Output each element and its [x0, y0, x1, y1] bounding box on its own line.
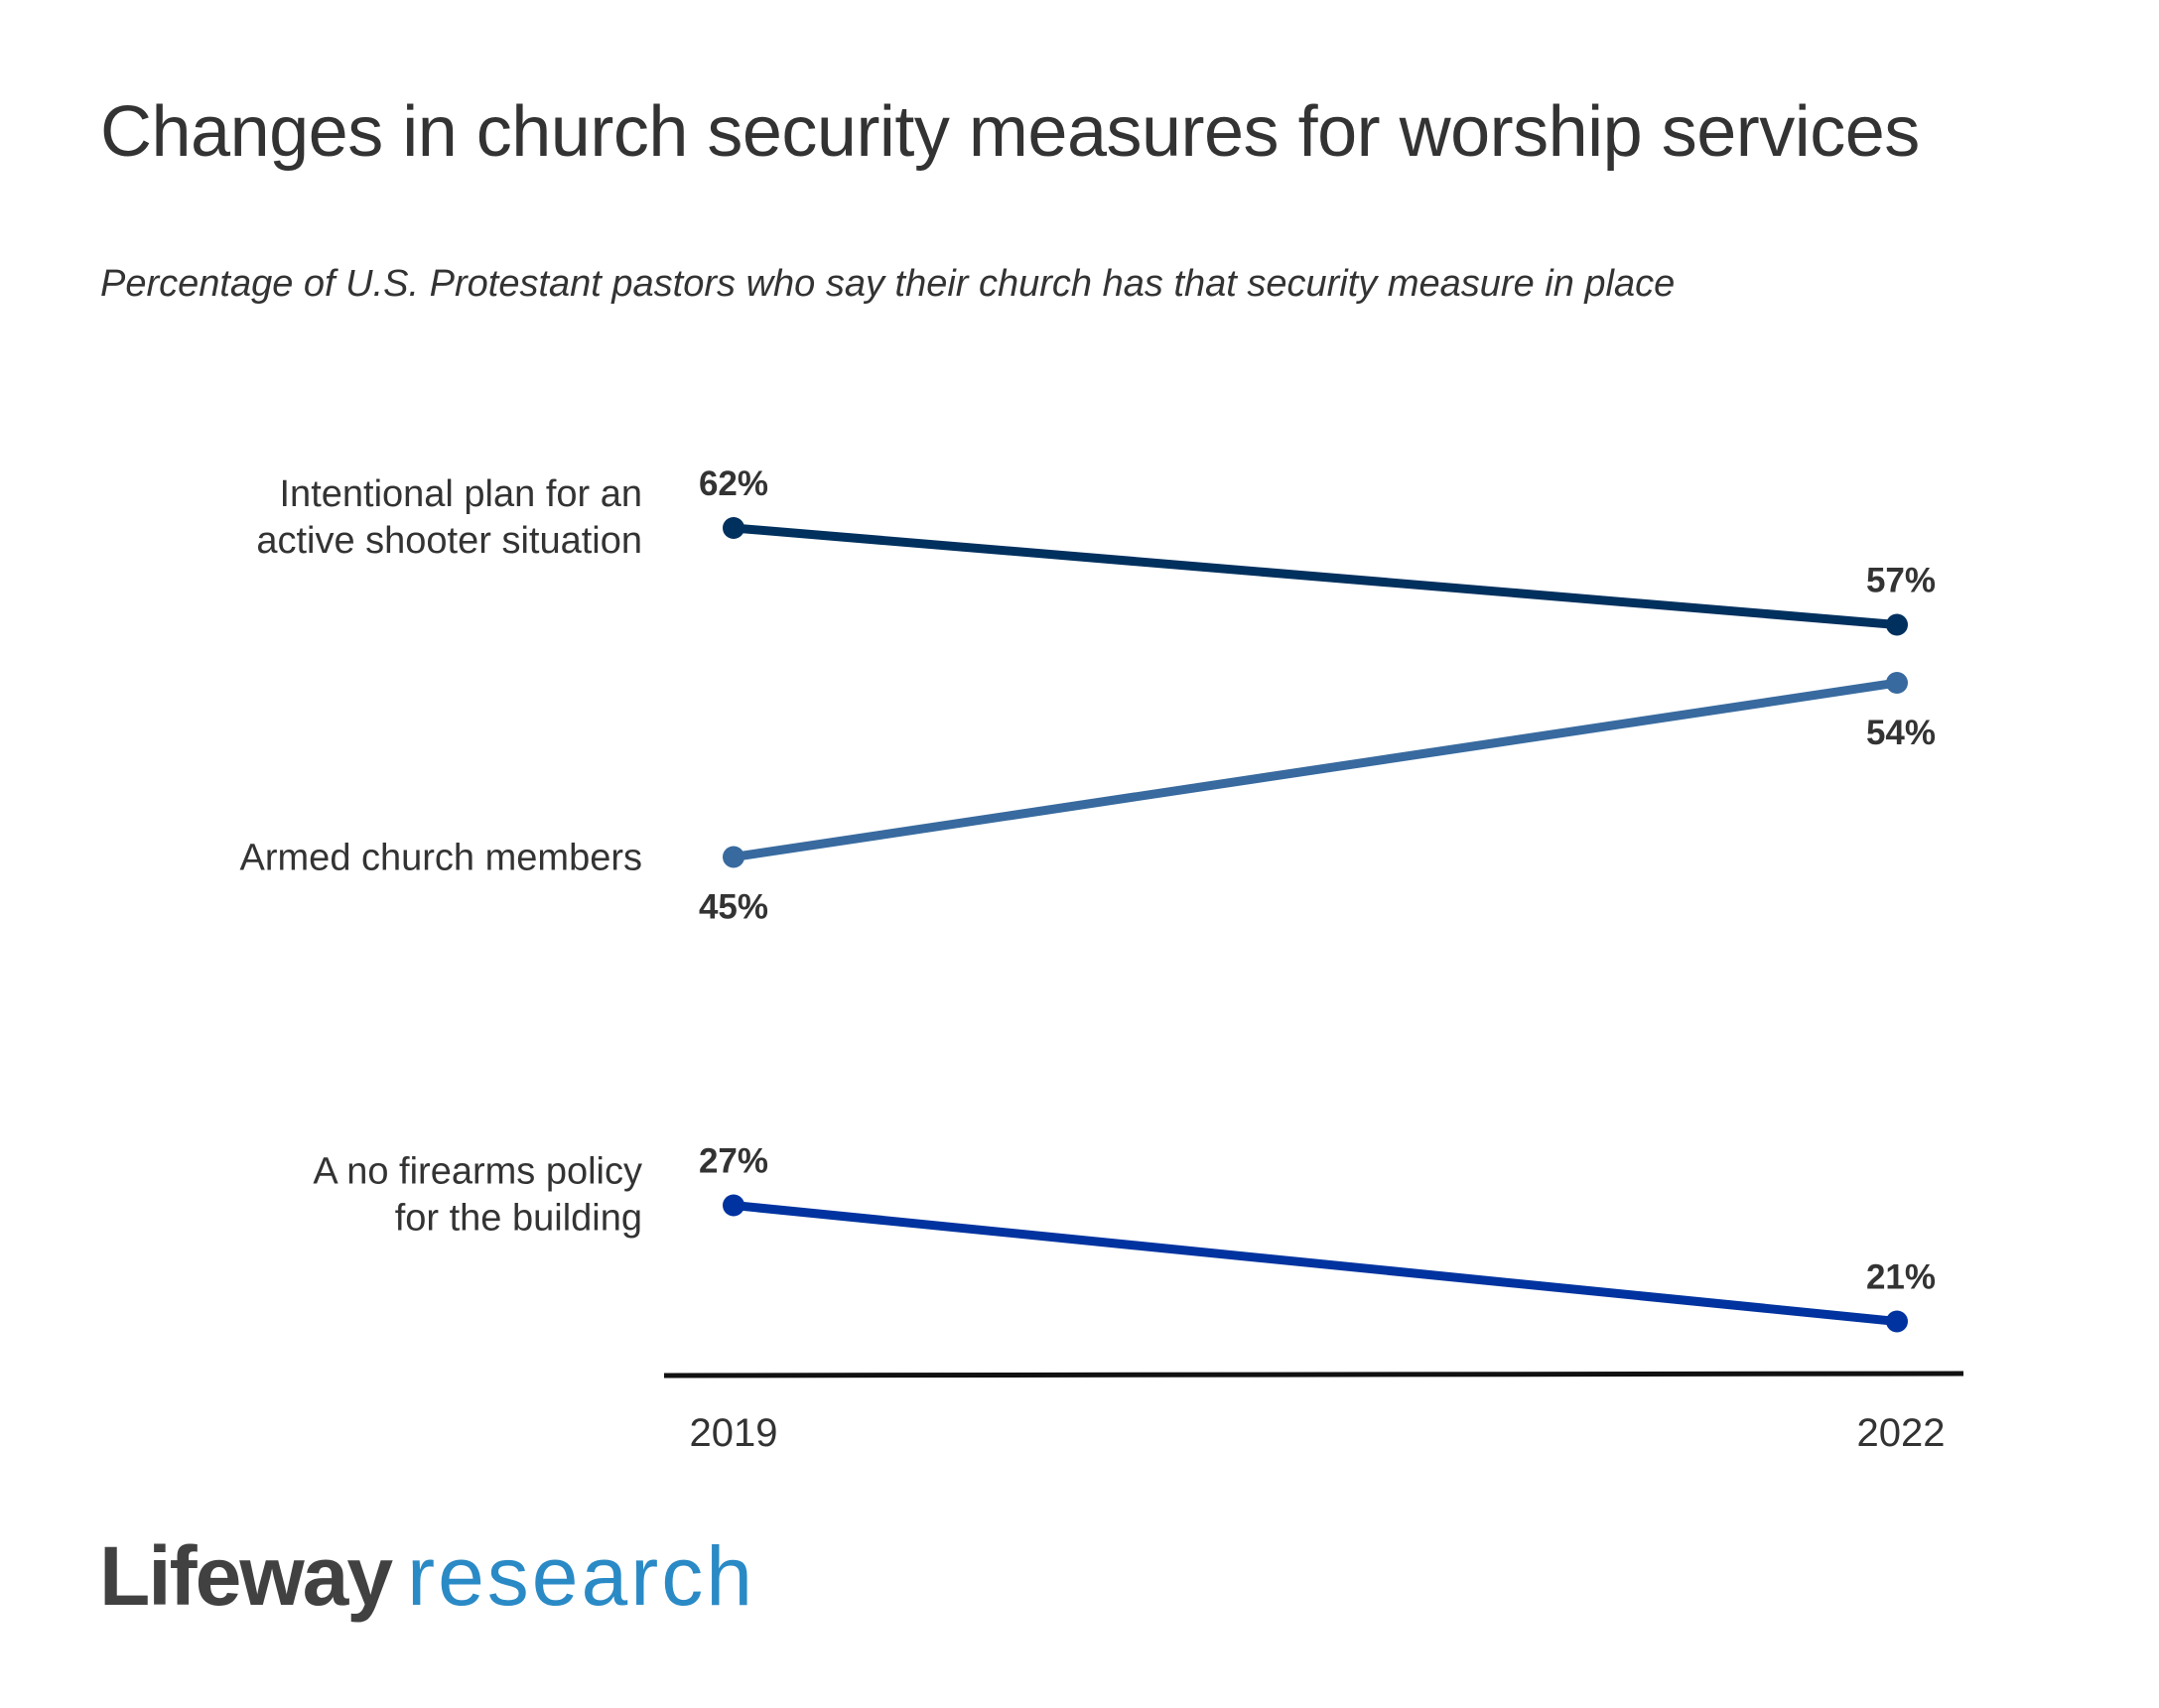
category-label: active shooter situation — [256, 520, 642, 562]
data-point — [723, 846, 744, 868]
data-point — [1886, 1310, 1908, 1333]
data-point — [723, 1194, 744, 1217]
category-label: Armed church members — [240, 838, 642, 879]
category-label: for the building — [395, 1198, 642, 1240]
x-axis-line — [663, 1371, 1964, 1379]
category-label: A no firearms policy — [313, 1151, 642, 1193]
x-tick-label: 2019 — [690, 1411, 778, 1455]
data-point — [1886, 672, 1908, 694]
data-label: 57% — [1866, 562, 1936, 600]
logo-sub: research — [407, 1529, 755, 1623]
data-label: 27% — [699, 1142, 768, 1181]
data-label: 21% — [1866, 1258, 1936, 1297]
data-point — [723, 517, 744, 539]
chart-title: Changes in church security measures for … — [100, 92, 1920, 172]
category-label: Intentional plan for an — [280, 473, 643, 515]
x-tick-label: 2022 — [1857, 1411, 1946, 1455]
lifeway-research-logo: Lifeway research — [99, 1528, 755, 1625]
chart-subtitle: Percentage of U.S. Protestant pastors wh… — [100, 263, 1676, 305]
data-label: 62% — [699, 464, 768, 503]
data-label: 45% — [699, 888, 768, 927]
data-point — [1886, 613, 1908, 636]
logo-brand: Lifeway — [99, 1529, 393, 1623]
series-line — [729, 523, 1902, 629]
series-line — [729, 678, 1902, 861]
data-label: 54% — [1866, 714, 1936, 752]
series-line — [729, 1201, 1902, 1326]
